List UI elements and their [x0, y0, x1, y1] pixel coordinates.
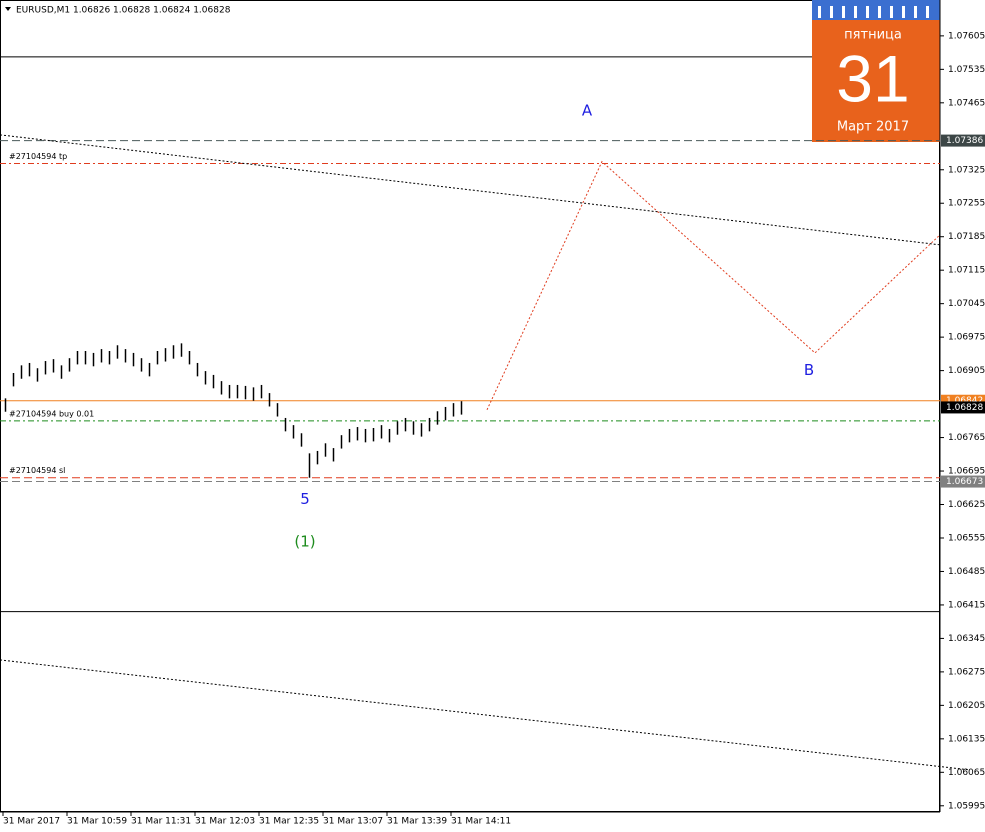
x-tick-label: 31 Mar 13:07 — [323, 817, 383, 827]
y-tick-label: 1.05995 — [948, 801, 985, 811]
y-tick-label: 1.07185 — [948, 232, 985, 242]
price-label: 1.06828 — [946, 403, 983, 413]
order-label: #27104594 sl — [9, 466, 65, 475]
trendline — [0, 134, 941, 246]
x-tick-label: 31 Mar 2017 — [3, 817, 60, 827]
y-tick-label: 1.06695 — [948, 467, 985, 477]
y-tick-label: 1.06205 — [948, 701, 985, 711]
price-label-box — [941, 134, 985, 147]
y-tick-label: 1.06625 — [948, 500, 985, 510]
y-tick-label: 1.06065 — [948, 768, 985, 778]
x-tick-label: 31 Mar 14:11 — [451, 817, 511, 827]
trendline — [0, 659, 971, 771]
y-tick-label: 1.07255 — [948, 199, 985, 209]
calendar-day: 31 — [836, 41, 909, 115]
y-tick-label: 1.06415 — [948, 600, 985, 610]
wave-label: A — [582, 101, 593, 119]
y-tick-label: 1.07045 — [948, 299, 985, 309]
wave-label: B — [804, 361, 814, 379]
wave-label: (1) — [294, 532, 315, 550]
y-tick-label: 1.07605 — [948, 31, 985, 41]
symbol-header: EURUSD,M1 1.06826 1.06828 1.06824 1.0682… — [16, 6, 231, 16]
calendar-month: Март 2017 — [837, 120, 909, 135]
calendar-weekday: пятница — [844, 28, 902, 43]
y-tick-label: 1.06345 — [948, 634, 985, 644]
x-tick-label: 31 Mar 10:59 — [67, 817, 127, 827]
x-tick-label: 31 Mar 11:31 — [131, 817, 191, 827]
order-label: #27104594 tp — [9, 152, 67, 161]
order-label: #27104594 buy 0.01 — [9, 409, 94, 418]
price-label: 1.06673 — [946, 477, 983, 487]
x-tick-label: 31 Mar 13:39 — [387, 817, 447, 827]
calendar-body — [812, 0, 940, 142]
y-tick-label: 1.06975 — [948, 333, 985, 343]
y-tick-label: 1.06905 — [948, 366, 985, 376]
y-tick-label: 1.06135 — [948, 734, 985, 744]
y-tick-label: 1.07535 — [948, 65, 985, 75]
price-label-box — [941, 401, 985, 414]
x-tick-label: 31 Mar 12:35 — [259, 817, 319, 827]
y-tick-label: 1.06275 — [948, 667, 985, 677]
x-tick-label: 31 Mar 12:03 — [195, 817, 255, 827]
y-tick-label: 1.07465 — [948, 98, 985, 108]
y-tick-label: 1.07325 — [948, 165, 985, 175]
price-label: 1.07386 — [946, 136, 983, 146]
trendline — [486, 160, 941, 411]
calendar-rings — [818, 6, 929, 18]
price-label-box — [941, 475, 985, 488]
menu-arrow[interactable] — [5, 7, 11, 11]
price-label: 1.06842 — [946, 396, 983, 406]
y-tick-label: 1.07115 — [948, 266, 985, 276]
y-tick-label: 1.06765 — [948, 433, 985, 443]
y-tick-label: 1.06555 — [948, 533, 985, 543]
calendar-widget: пятница 31 Март 2017 — [812, 0, 940, 142]
wave-label: 5 — [300, 490, 310, 508]
y-tick-label: 1.06485 — [948, 567, 985, 577]
